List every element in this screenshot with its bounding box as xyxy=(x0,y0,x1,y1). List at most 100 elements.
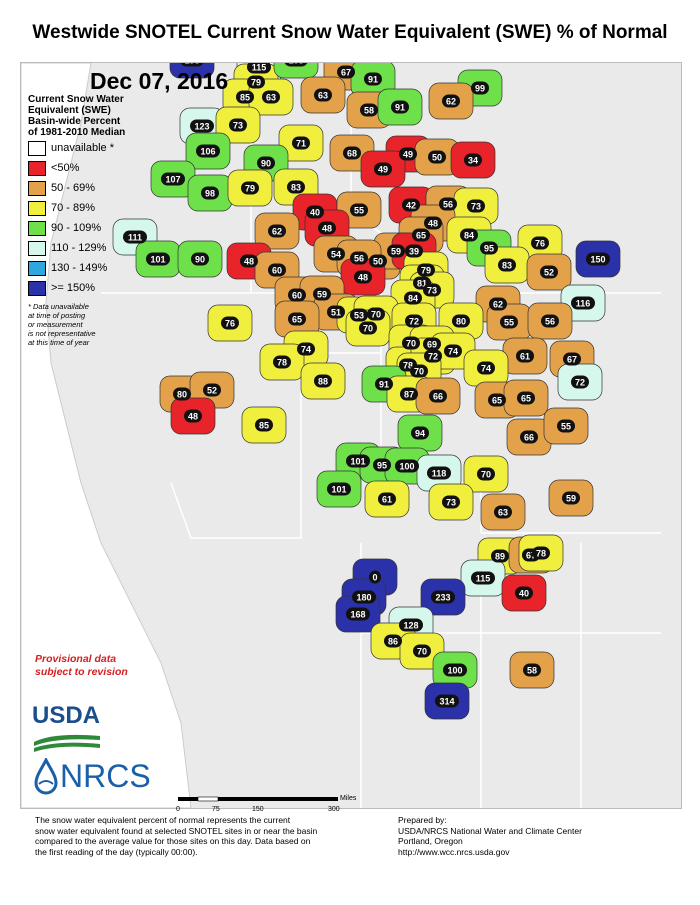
basin-label-badge xyxy=(562,491,580,505)
basin-label-badge xyxy=(480,241,498,255)
basin-label-badge xyxy=(374,162,392,176)
basin-label: 67 xyxy=(563,352,581,366)
basin-percent: 70 xyxy=(406,339,416,349)
basin-label: 74 xyxy=(477,361,495,375)
basin-label: 91 xyxy=(391,100,409,114)
legend-label: 70 - 89% xyxy=(51,202,96,214)
basin-percent: 65 xyxy=(292,315,302,325)
basin-percent: 49 xyxy=(378,165,388,175)
basin-label-badge xyxy=(369,570,381,584)
provisional-notice: Provisional data subject to revision xyxy=(35,653,128,678)
basin-label-badge xyxy=(532,546,550,560)
basin-label: 101 xyxy=(146,252,170,266)
basin-label-badge xyxy=(557,419,575,433)
basin-label-badge xyxy=(520,430,538,444)
basin-label: 101 xyxy=(327,482,351,496)
basin-label-badge xyxy=(467,199,485,213)
basin-label: 70 xyxy=(367,307,385,321)
basin-label: 83 xyxy=(498,258,516,272)
basin-label-badge xyxy=(313,287,331,301)
basin-label-badge xyxy=(297,342,315,356)
legend-swatch xyxy=(28,160,46,176)
basin-label-badge xyxy=(288,288,306,302)
basin-percent: 76 xyxy=(535,239,545,249)
basin-label-badge xyxy=(395,459,419,473)
basin-percent: 314 xyxy=(439,697,454,707)
basin-label-badge xyxy=(423,283,441,297)
basin-label: 86 xyxy=(384,634,402,648)
basin-percent: 84 xyxy=(464,231,474,241)
basin-label: 39 xyxy=(405,244,423,258)
basin-percent: 233 xyxy=(435,593,450,603)
basin-label: 65 xyxy=(412,228,430,242)
basin-percent: 67 xyxy=(341,68,351,78)
legend-swatch xyxy=(28,260,46,276)
basin-label-badge xyxy=(350,203,368,217)
basin-percent: 84 xyxy=(408,294,418,304)
basin-percent: 79 xyxy=(245,184,255,194)
legend-items: unavailable * <50% 50 - 69% 70 - 89% 90 - 10… xyxy=(28,138,178,298)
basin-percent: 73 xyxy=(471,202,481,212)
basin-percent: 106 xyxy=(200,147,215,157)
basin-percent: 63 xyxy=(498,508,508,518)
basin-label: 72 xyxy=(405,314,423,328)
basin-percent: 56 xyxy=(545,317,555,327)
basin-percent: 85 xyxy=(259,421,269,431)
basin-percent: 168 xyxy=(350,610,365,620)
basin-label: 80 xyxy=(452,314,470,328)
basin-percent: 48 xyxy=(188,412,198,422)
scale-tick-0: 0 xyxy=(176,806,180,813)
basin-label: 59 xyxy=(387,244,405,258)
basin-label-badge xyxy=(352,590,376,604)
basin-label: 80 xyxy=(173,387,191,401)
basin-percent: 100 xyxy=(447,666,462,676)
legend-swatch xyxy=(28,240,46,256)
basin-label-badge xyxy=(327,482,351,496)
basin-percent: 56 xyxy=(354,254,364,264)
basin-label: 85 xyxy=(255,418,273,432)
basin-label: 233 xyxy=(431,590,455,604)
basin-percent: 95 xyxy=(484,244,494,254)
legend-swatch xyxy=(28,220,46,236)
legend-swatch xyxy=(28,200,46,216)
basin-percent: 55 xyxy=(561,422,571,432)
basin-label-badge xyxy=(287,180,305,194)
basin-label: 79 xyxy=(247,75,265,89)
basin-percent: 66 xyxy=(524,433,534,443)
basin-label: 48 xyxy=(318,221,336,235)
basin-region xyxy=(169,63,215,79)
basin-label-badge xyxy=(442,495,460,509)
basin-label-badge xyxy=(359,321,377,335)
basin-percent: 60 xyxy=(272,266,282,276)
basin-percent: 48 xyxy=(322,224,332,234)
basin-percent: 69 xyxy=(427,340,437,350)
legend-item: <50% xyxy=(28,158,178,178)
basin-label-badge xyxy=(405,244,423,258)
basin-label: 79 xyxy=(241,181,259,195)
basin-label-badge xyxy=(196,144,220,158)
basin-percent: 55 xyxy=(504,318,514,328)
basin-label: 83 xyxy=(287,180,305,194)
scale-bar xyxy=(178,796,338,802)
basin-label-badge xyxy=(410,364,428,378)
basin-label: 70 xyxy=(477,467,495,481)
basin-percent: 101 xyxy=(150,255,165,265)
basin-label: 65 xyxy=(288,312,306,326)
basin-label: 78 xyxy=(273,355,291,369)
basin-label: 74 xyxy=(444,344,462,358)
basin-percent: 63 xyxy=(318,91,328,101)
basin-label-badge xyxy=(241,181,259,195)
basin-labels: 196 87 115 79 103 67 91 99 85 63 63 58 91 62 123 73 71 10… xyxy=(123,63,610,708)
basin-percent: 99 xyxy=(475,84,485,94)
basin-percent: 116 xyxy=(576,299,591,309)
basin-label-badge xyxy=(384,634,402,648)
footer-prepared-by: Prepared by: USDA/NRCS National Water an… xyxy=(398,815,582,857)
legend-label: >= 150% xyxy=(51,282,96,294)
basin-label: 48 xyxy=(354,270,372,284)
basin-label-badge xyxy=(354,270,372,284)
basin-percent: 94 xyxy=(415,429,425,439)
basin-percent: 73 xyxy=(427,286,437,296)
basin-label-badge xyxy=(571,375,589,389)
basin-label-badge xyxy=(306,205,324,219)
basin-label-badge xyxy=(180,63,204,67)
